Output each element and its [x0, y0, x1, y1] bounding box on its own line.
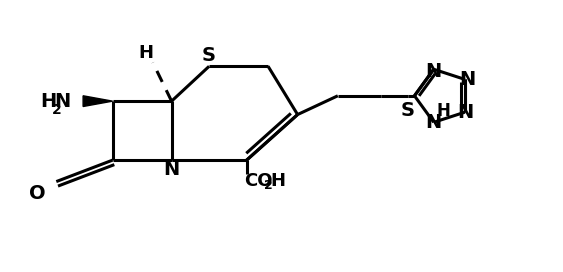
- Text: CO: CO: [244, 172, 272, 190]
- Text: N: N: [163, 160, 180, 179]
- Text: S: S: [400, 101, 414, 120]
- Text: N: N: [54, 92, 70, 111]
- Text: H: H: [40, 92, 56, 111]
- Text: 2: 2: [264, 179, 272, 192]
- Text: H: H: [138, 44, 153, 62]
- Text: H: H: [436, 101, 450, 119]
- Text: N: N: [459, 70, 476, 89]
- Text: N: N: [426, 113, 442, 132]
- Text: N: N: [457, 103, 473, 122]
- Text: N: N: [426, 63, 442, 81]
- Text: S: S: [202, 46, 216, 65]
- Text: H: H: [271, 172, 286, 190]
- Polygon shape: [83, 96, 113, 107]
- Text: 2: 2: [51, 103, 61, 117]
- Text: O: O: [29, 184, 46, 203]
